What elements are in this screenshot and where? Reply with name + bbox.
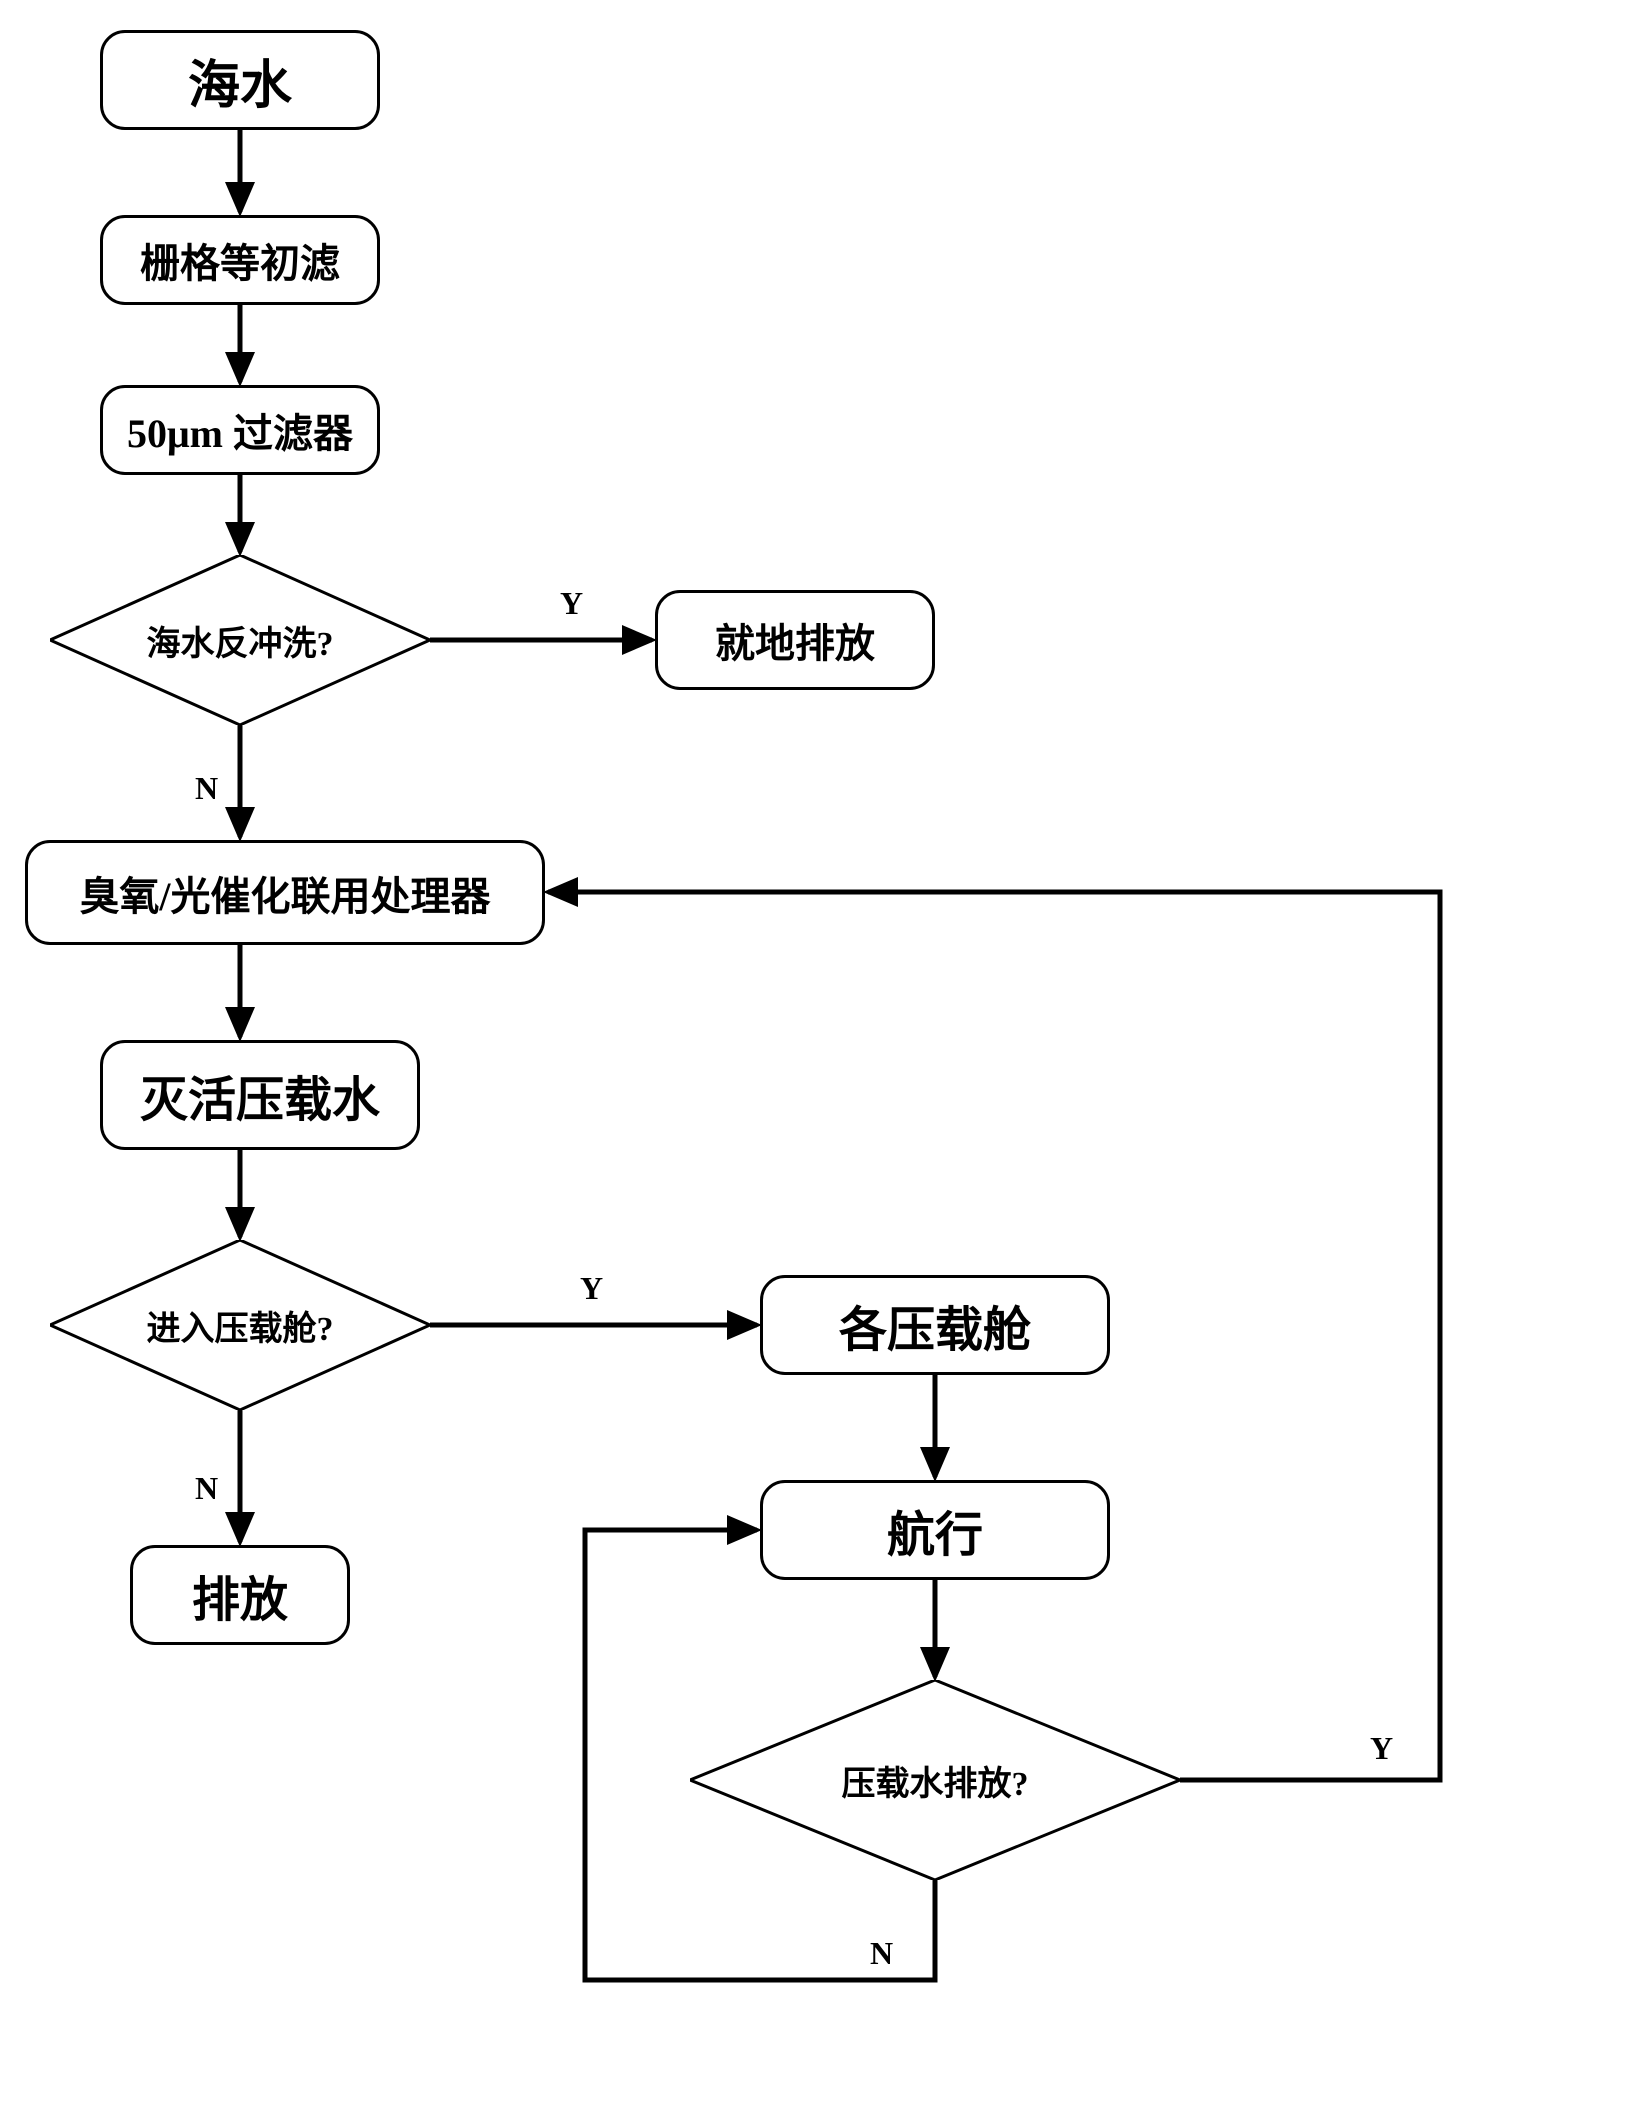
edge-bwdisch-n-sail	[585, 1530, 935, 1980]
connectors	[0, 0, 1645, 2122]
edge-bwdisch-y-ozone	[548, 892, 1440, 1780]
